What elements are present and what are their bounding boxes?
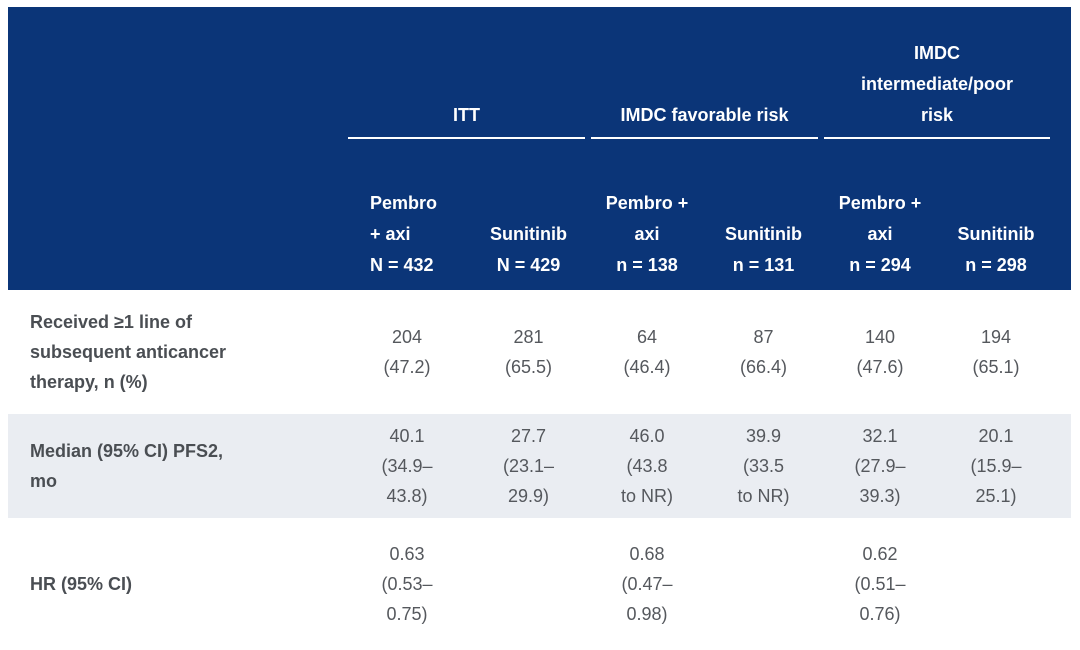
- value-cell: 40.1 (34.9– 43.8): [381, 426, 433, 506]
- spacer-cell: [1053, 414, 1071, 518]
- group-header-itt-label: ITT: [348, 100, 585, 139]
- value-cell: 87 (66.4): [739, 327, 788, 377]
- table-header: ITT IMDC favorable risk IMDC intermediat…: [8, 7, 1071, 290]
- value-cell: 46.0 (43.8 to NR): [620, 426, 673, 506]
- col-header-favorable-pembro-axi: Pembro + axi n = 138: [588, 170, 706, 290]
- value-cell: 39.9 (33.5 to NR): [737, 426, 790, 506]
- column-header-row: Pembro + axi N = 432 Sunitinib N = 429 P…: [8, 170, 1071, 290]
- value-cell: 0.68 (0.47– 0.98): [621, 544, 673, 624]
- group-header-itt: ITT: [345, 7, 588, 170]
- corner-cell: [8, 170, 345, 290]
- value-cell: [939, 518, 1053, 650]
- col-header-intermediate-sunitinib: Sunitinib n = 298: [939, 170, 1053, 290]
- value-cell: [706, 518, 821, 650]
- spacer-cell: [1053, 170, 1071, 290]
- row-median-pfs2: Median (95% CI) PFS2, mo 40.1 (34.9– 43.…: [8, 414, 1071, 518]
- group-header-imdc-intermediate-poor-label: IMDC intermediate/poor risk: [824, 38, 1050, 139]
- col-header-itt-sunitinib: Sunitinib N = 429: [469, 170, 588, 290]
- value-cell: 194 (65.1): [972, 327, 1020, 377]
- col-header-intermediate-pembro-axi: Pembro + axi n = 294: [821, 170, 939, 290]
- row-hr: HR (95% CI) 0.63 (0.53– 0.75) 0.68 (0.47…: [8, 518, 1071, 650]
- row-label-hr: HR (95% CI): [30, 574, 133, 594]
- value-cell: 281 (65.5): [504, 327, 553, 377]
- spacer-cell: [1053, 518, 1071, 650]
- value-cell: 140 (47.6): [856, 327, 904, 377]
- value-cell: 0.63 (0.53– 0.75): [381, 544, 433, 624]
- value-cell: 0.62 (0.51– 0.76): [854, 544, 906, 624]
- value-cell: 204 (47.2): [383, 327, 431, 377]
- row-subsequent-therapy: Received ≥1 line of subsequent anticance…: [8, 290, 1071, 414]
- value-cell: 27.7 (23.1– 29.9): [502, 426, 555, 506]
- group-header-imdc-favorable: IMDC favorable risk: [588, 7, 821, 170]
- value-cell: [469, 518, 588, 650]
- group-header-row: ITT IMDC favorable risk IMDC intermediat…: [8, 7, 1071, 170]
- value-cell: 64 (46.4): [623, 327, 671, 377]
- group-header-imdc-favorable-label: IMDC favorable risk: [591, 100, 818, 139]
- row-label-subsequent-therapy: Received ≥1 line of subsequent anticance…: [30, 312, 227, 392]
- table-body: Received ≥1 line of subsequent anticance…: [8, 290, 1071, 650]
- spacer-cell: [1053, 7, 1071, 170]
- row-label-median-pfs2: Median (95% CI) PFS2, mo: [30, 441, 224, 491]
- pfs2-results-table: ITT IMDC favorable risk IMDC intermediat…: [8, 7, 1071, 650]
- spacer-cell: [1053, 290, 1071, 414]
- group-header-imdc-intermediate-poor: IMDC intermediate/poor risk: [821, 7, 1053, 170]
- value-cell: 20.1 (15.9– 25.1): [970, 426, 1022, 506]
- col-header-favorable-sunitinib: Sunitinib n = 131: [706, 170, 821, 290]
- col-header-itt-pembro-axi: Pembro + axi N = 432: [345, 170, 469, 290]
- value-cell: 32.1 (27.9– 39.3): [854, 426, 906, 506]
- corner-cell: [8, 7, 345, 170]
